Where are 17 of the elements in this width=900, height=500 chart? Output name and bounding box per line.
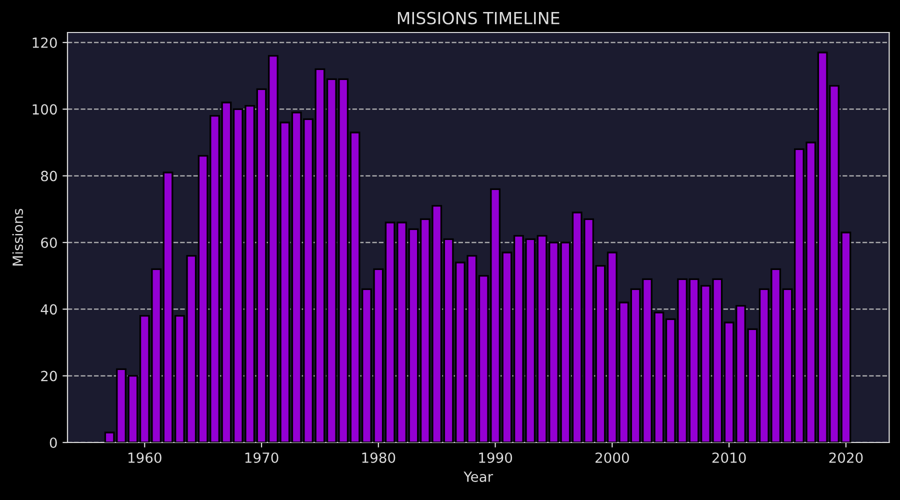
x-tick-label: 1980 bbox=[362, 452, 396, 463]
x-tick-label: 2010 bbox=[712, 452, 746, 463]
x-axis-title: Year bbox=[464, 472, 494, 482]
x-tick-label: 1970 bbox=[245, 452, 278, 463]
y-tick-label: 100 bbox=[32, 104, 57, 115]
y-tick-label: 0 bbox=[50, 437, 57, 448]
x-tick-label: 2020 bbox=[829, 452, 863, 463]
y-tick-label: 80 bbox=[41, 170, 57, 182]
y-tick-label: 60 bbox=[41, 237, 57, 248]
y-axis-title: Missions bbox=[12, 208, 24, 266]
x-tick-label: 1960 bbox=[128, 452, 162, 463]
y-tick-label: 120 bbox=[32, 37, 57, 48]
chart-title: MISSIONS TIMELINE bbox=[398, 12, 560, 24]
y-tick-label: 20 bbox=[41, 370, 57, 382]
x-tick-label: 2000 bbox=[596, 452, 629, 463]
y-tick-label: 40 bbox=[40, 304, 57, 315]
x-tick-label: 1990 bbox=[479, 452, 512, 463]
